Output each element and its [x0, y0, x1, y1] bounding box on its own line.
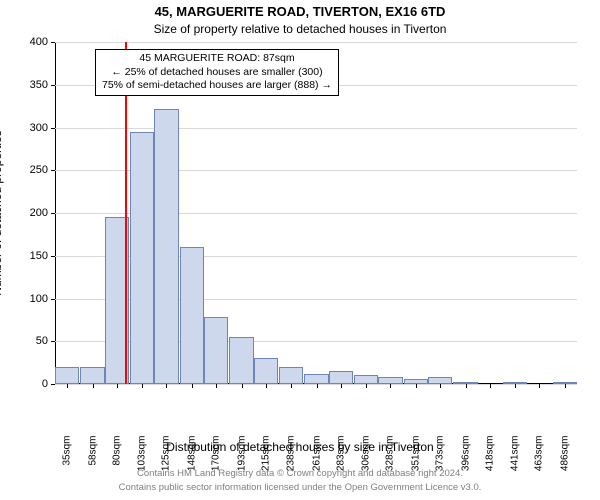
annotation-line: ← 25% of detached houses are smaller (30… [102, 66, 332, 80]
histogram-bar [80, 367, 104, 384]
x-tick-mark [166, 384, 167, 388]
x-tick-mark [539, 384, 540, 388]
x-tick-mark [490, 384, 491, 388]
grid-line [55, 128, 577, 129]
x-tick-mark [117, 384, 118, 388]
x-tick-mark [440, 384, 441, 388]
x-tick-mark [317, 384, 318, 388]
y-tick-label: 250 [8, 164, 48, 176]
y-tick-label: 50 [8, 335, 48, 347]
y-tick-label: 100 [8, 293, 48, 305]
x-tick-mark [266, 384, 267, 388]
x-tick-mark [216, 384, 217, 388]
x-tick-mark [142, 384, 143, 388]
histogram-bar [204, 317, 228, 384]
x-tick-mark [67, 384, 68, 388]
histogram-bar [354, 375, 378, 384]
x-tick-mark [291, 384, 292, 388]
histogram-bar [304, 374, 328, 384]
chart-title: 45, MARGUERITE ROAD, TIVERTON, EX16 6TD [0, 4, 600, 19]
x-tick-mark [192, 384, 193, 388]
footer-line-1: Contains HM Land Registry data © Crown c… [0, 468, 600, 479]
histogram-bar [254, 358, 278, 384]
x-axis-label: Distribution of detached houses by size … [0, 440, 600, 454]
chart-subtitle: Size of property relative to detached ho… [0, 22, 600, 36]
x-tick-mark [93, 384, 94, 388]
histogram-bar [279, 367, 303, 384]
y-tick-label: 350 [8, 79, 48, 91]
histogram-bar [180, 247, 204, 384]
annotation-line: 75% of semi-detached houses are larger (… [102, 79, 332, 93]
y-tick-label: 400 [8, 36, 48, 48]
histogram-bar [154, 109, 178, 384]
plot-area: 45 MARGUERITE ROAD: 87sqm← 25% of detach… [55, 42, 577, 384]
y-axis-label: Number of detached properties [0, 130, 4, 295]
histogram-bar [378, 377, 402, 384]
footer-line-2: Contains public sector information licen… [0, 482, 600, 493]
x-tick-mark [466, 384, 467, 388]
x-tick-mark [341, 384, 342, 388]
chart-container: 45, MARGUERITE ROAD, TIVERTON, EX16 6TD … [0, 0, 600, 500]
x-tick-mark [515, 384, 516, 388]
annotation-line: 45 MARGUERITE ROAD: 87sqm [102, 52, 332, 66]
histogram-bar [130, 132, 154, 384]
x-tick-mark [366, 384, 367, 388]
x-tick-mark [390, 384, 391, 388]
histogram-bar [428, 377, 452, 384]
histogram-bar [55, 367, 79, 384]
grid-line [55, 42, 577, 43]
y-tick-label: 300 [8, 122, 48, 134]
y-tick-label: 200 [8, 207, 48, 219]
x-tick-mark [565, 384, 566, 388]
annotation-box: 45 MARGUERITE ROAD: 87sqm← 25% of detach… [95, 49, 339, 96]
y-tick-label: 0 [8, 378, 48, 390]
y-tick-label: 150 [8, 250, 48, 262]
x-tick-mark [242, 384, 243, 388]
histogram-bar [329, 371, 353, 384]
x-tick-mark [416, 384, 417, 388]
histogram-bar [229, 337, 253, 384]
